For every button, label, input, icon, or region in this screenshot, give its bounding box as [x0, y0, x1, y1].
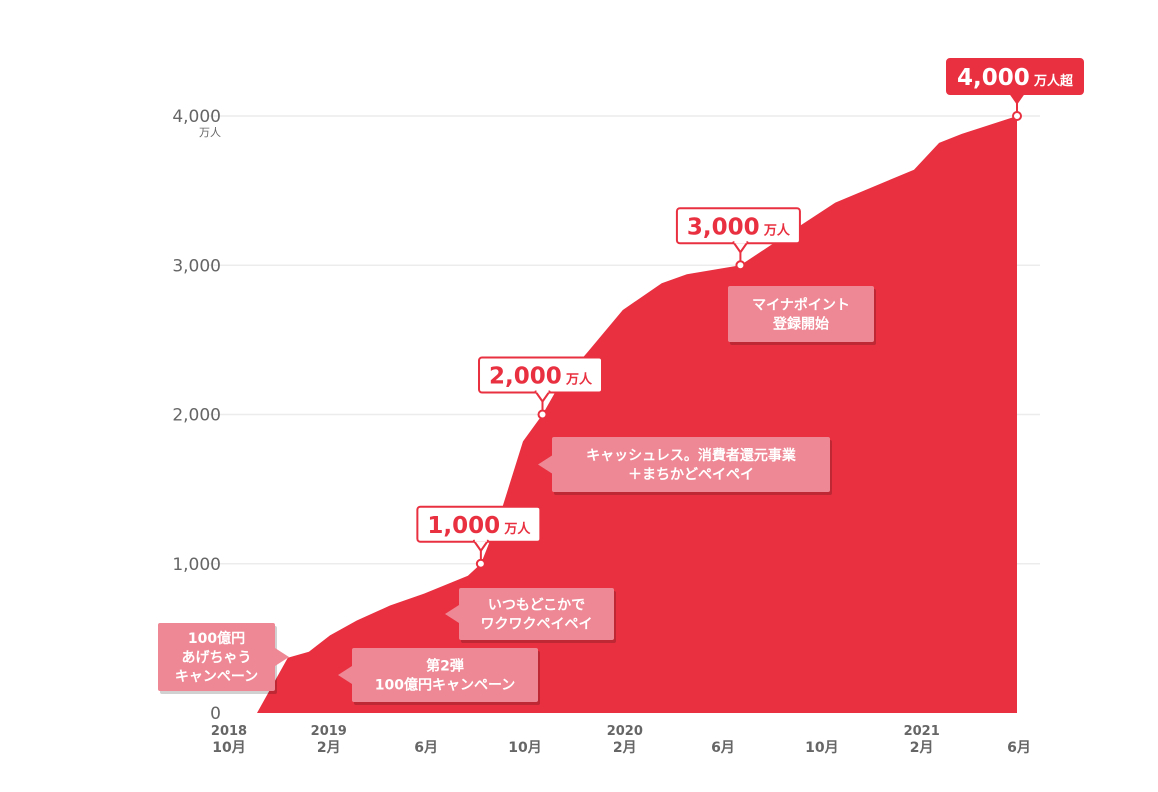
annotation-line-0: マイナポイント [752, 297, 850, 314]
annotation-line-1: あげちゃう [182, 650, 252, 666]
annotation-pointer [275, 648, 289, 666]
milestone-pointer [1009, 92, 1025, 104]
milestone-value: 4,000 [957, 65, 1030, 91]
milestone-2: 3,000 万人 [675, 207, 801, 271]
milestone-unit: 万人 [763, 222, 791, 238]
series-area-fill [227, 116, 1017, 713]
annotation-line-1: 100億円キャンペーン [375, 677, 516, 694]
x-tick-month-2: 6月 [414, 740, 438, 756]
y-tick-label-0: 0 [210, 704, 221, 724]
x-tick-month-3: 10月 [508, 740, 541, 756]
x-tick-month-8: 6月 [1007, 740, 1031, 756]
milestone-dot [475, 558, 486, 569]
milestone-dot [1012, 111, 1022, 121]
milestone-value: 1,000 [427, 513, 500, 539]
annotation-line-0: キャッシュレス。消費者還元事業 [586, 447, 797, 464]
annotation-pointer [445, 605, 459, 623]
annotation-cashless-consumer-return: キャッシュレス。消費者還元事業 ＋まちかどペイペイ [538, 437, 832, 495]
annotation-pointer [338, 666, 352, 684]
x-tick-month-4: 2月 [613, 740, 637, 756]
milestone-pointer-mask [734, 239, 747, 244]
annotation-bg [352, 648, 538, 702]
annotation-box: キャッシュレス。消費者還元事業 ＋まちかどペイペイ [538, 437, 830, 492]
annotation-line-0: 100億円 [188, 630, 245, 647]
y-tick-label-3: 3,000 [172, 256, 221, 276]
milestone-pointer-mask [536, 388, 549, 393]
x-tick-year-0: 2018 [211, 724, 247, 739]
milestone-value: 3,000 [687, 214, 760, 240]
milestone-unit: 万人 [503, 521, 531, 537]
milestone-unit: 万人超 [1033, 73, 1074, 89]
annotation-line-1: ＋まちかどペイペイ [628, 467, 754, 483]
y-unit-label: 万人 [199, 126, 221, 139]
annotation-bg [459, 588, 614, 640]
annotation-line-0: いつもどこかで [488, 598, 585, 614]
area-series [227, 116, 1017, 713]
milestone-unit: 万人 [565, 372, 593, 388]
x-tick-month-6: 10月 [805, 740, 838, 756]
x-tick-month-0: 10月 [212, 740, 245, 756]
annotation-line-0: 第2弾 [426, 658, 464, 675]
annotation-pointer [538, 455, 552, 474]
milestone-pointer [534, 390, 551, 403]
annotation-2nd-100oku-campaign: 第2弾 100億円キャンペーン [338, 648, 540, 705]
milestone-pointer-mask [474, 537, 487, 542]
milestone-dot [537, 409, 548, 420]
milestone-dot [735, 260, 746, 271]
y-tick-label-1: 1,000 [172, 555, 221, 575]
milestone-3: 4,000 万人超 [946, 58, 1084, 121]
x-tick-year-4: 2020 [607, 724, 643, 739]
x-tick-month-1: 2月 [317, 740, 341, 756]
annotation-bg [728, 286, 874, 342]
milestone-0: 1,000 万人 [416, 505, 542, 569]
x-tick-year-7: 2021 [904, 724, 940, 739]
milestone-pointer-mask [1011, 90, 1023, 94]
milestone-labels: 1,000 万人2,000 万人3,000 万人4,000 万人超 [416, 58, 1084, 569]
annotation-line-1: ワクワクペイペイ [481, 617, 593, 633]
milestone-1: 2,000 万人 [478, 356, 604, 420]
annotation-bg [158, 623, 275, 691]
x-tick-month-5: 6月 [711, 740, 735, 756]
annotation-line-1: 登録開始 [772, 316, 829, 333]
y-tick-label-2: 2,000 [172, 406, 221, 426]
annotation-box: 第2弾 100億円キャンペーン [338, 648, 538, 702]
x-tick-month-7: 2月 [910, 740, 934, 756]
x-tick-year-1: 2019 [311, 724, 347, 739]
y-tick-label-4: 4,000 [172, 107, 221, 127]
milestone-pointer [472, 539, 489, 552]
milestone-pointer [732, 241, 749, 254]
milestone-value: 2,000 [489, 364, 562, 390]
annotation-bg [552, 437, 830, 492]
annotation-line-2: キャンペーン [175, 669, 258, 685]
